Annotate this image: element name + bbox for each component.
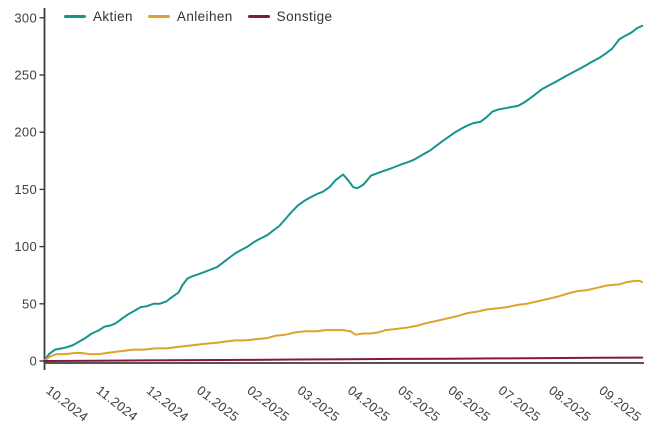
x-tick-label: 04.2025 bbox=[345, 383, 393, 425]
y-tick-label: 300 bbox=[14, 10, 37, 25]
x-tick-label: 05.2025 bbox=[395, 383, 443, 425]
x-tick-label: 06.2025 bbox=[445, 383, 493, 425]
series-line-anleihen bbox=[43, 279, 644, 362]
legend-item-sonstige[interactable]: Sonstige bbox=[247, 9, 333, 24]
y-tick-label: 200 bbox=[14, 125, 37, 140]
x-tick-label: 03.2025 bbox=[295, 383, 343, 425]
legend-label-anleihen: Anleihen bbox=[176, 9, 233, 24]
y-tick-label: 250 bbox=[14, 68, 37, 83]
x-tick-label: 09.2025 bbox=[596, 383, 644, 425]
x-tick-label: 12.2024 bbox=[144, 383, 192, 425]
legend-label-aktien: Aktien bbox=[93, 9, 133, 24]
x-tick-label: 08.2025 bbox=[546, 383, 594, 425]
y-tick-label: 0 bbox=[29, 354, 37, 369]
legend-item-anleihen[interactable]: Anleihen bbox=[147, 9, 233, 24]
legend-label-sonstige: Sonstige bbox=[276, 9, 333, 24]
sonstige-line-swatch-icon bbox=[247, 15, 270, 18]
aktien-line-swatch-icon bbox=[64, 15, 86, 18]
x-tick-label: 10.2024 bbox=[43, 383, 91, 425]
x-tick-label: 01.2025 bbox=[194, 383, 242, 425]
x-tick-label: 07.2025 bbox=[496, 383, 544, 425]
x-tick-label: 02.2025 bbox=[244, 383, 292, 425]
anleihen-line-swatch-icon bbox=[147, 15, 170, 18]
x-tick-label: 11.2024 bbox=[94, 383, 141, 424]
series-line-aktien bbox=[43, 24, 644, 362]
legend-item-aktien[interactable]: Aktien bbox=[64, 9, 133, 24]
chart-legend: Aktien Anleihen Sonstige bbox=[64, 9, 332, 24]
series-line-sonstige bbox=[43, 356, 644, 362]
y-tick-label: 50 bbox=[22, 296, 37, 311]
y-tick-label: 150 bbox=[14, 182, 37, 197]
y-tick-label: 100 bbox=[14, 239, 37, 254]
